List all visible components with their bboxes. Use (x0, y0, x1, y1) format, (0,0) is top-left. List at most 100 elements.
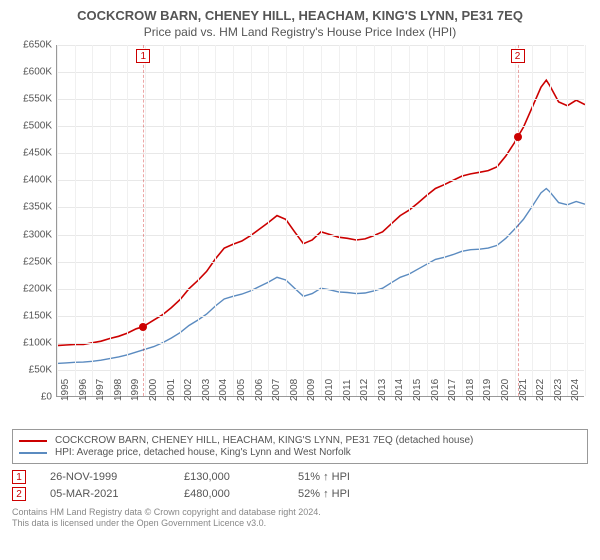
x-tick-label: 2016 (430, 379, 441, 401)
gridline-v (532, 45, 533, 396)
x-tick-label: 2023 (553, 379, 564, 401)
gridline-v (321, 45, 322, 396)
gridline-v (198, 45, 199, 396)
legend-swatch (19, 452, 47, 454)
y-tick-label: £400K (12, 175, 52, 186)
x-tick-label: 2013 (377, 379, 388, 401)
x-tick-label: 2001 (166, 379, 177, 401)
x-tick-label: 2021 (518, 379, 529, 401)
x-tick-label: 2005 (236, 379, 247, 401)
y-tick-label: £250K (12, 256, 52, 267)
legend-label: HPI: Average price, detached house, King… (55, 447, 351, 458)
x-tick-label: 1999 (130, 379, 141, 401)
plot-area: 12 (56, 45, 584, 397)
y-tick-label: £100K (12, 337, 52, 348)
gridline-v (268, 45, 269, 396)
sale-row-price: £480,000 (184, 488, 274, 500)
x-tick-label: 2022 (535, 379, 546, 401)
y-tick-label: £500K (12, 121, 52, 132)
chart-title: COCKCROW BARN, CHENEY HILL, HEACHAM, KIN… (12, 8, 588, 23)
gridline-v (180, 45, 181, 396)
gridline-v (286, 45, 287, 396)
sale-marker-badge: 1 (136, 49, 150, 63)
x-tick-label: 1995 (60, 379, 71, 401)
x-tick-label: 2011 (342, 379, 353, 401)
gridline-v (462, 45, 463, 396)
gridline-v (374, 45, 375, 396)
x-tick-label: 2000 (148, 379, 159, 401)
y-tick-label: £550K (12, 94, 52, 105)
y-tick-label: £600K (12, 67, 52, 78)
x-tick-label: 2024 (570, 379, 581, 401)
x-tick-label: 1998 (113, 379, 124, 401)
sale-row-delta: 51% ↑ HPI (298, 471, 350, 483)
y-tick-label: £350K (12, 202, 52, 213)
sale-marker-badge: 2 (511, 49, 525, 63)
x-tick-label: 2006 (254, 379, 265, 401)
legend-item: COCKCROW BARN, CHENEY HILL, HEACHAM, KIN… (19, 435, 581, 446)
x-tick-label: 2014 (394, 379, 405, 401)
legend-label: COCKCROW BARN, CHENEY HILL, HEACHAM, KIN… (55, 435, 473, 446)
legend-item: HPI: Average price, detached house, King… (19, 447, 581, 458)
sale-row-date: 26-NOV-1999 (50, 471, 160, 483)
gridline-v (391, 45, 392, 396)
x-tick-label: 2010 (324, 379, 335, 401)
gridline-v (145, 45, 146, 396)
sale-marker-dot (514, 133, 522, 141)
y-tick-label: £650K (12, 40, 52, 51)
footer: Contains HM Land Registry data © Crown c… (12, 507, 588, 529)
gridline-v (567, 45, 568, 396)
x-tick-label: 2004 (218, 379, 229, 401)
gridline-v (251, 45, 252, 396)
x-tick-label: 2002 (183, 379, 194, 401)
y-tick-label: £200K (12, 283, 52, 294)
sale-marker-line (143, 45, 144, 396)
x-tick-label: 2009 (306, 379, 317, 401)
gridline-v (479, 45, 480, 396)
x-tick-label: 1996 (78, 379, 89, 401)
legend: COCKCROW BARN, CHENEY HILL, HEACHAM, KIN… (12, 429, 588, 464)
x-tick-label: 2007 (271, 379, 282, 401)
legend-swatch (19, 440, 47, 442)
gridline-v (550, 45, 551, 396)
sale-row-price: £130,000 (184, 471, 274, 483)
gridline-v (233, 45, 234, 396)
sale-marker-dot (139, 323, 147, 331)
x-tick-label: 2017 (447, 379, 458, 401)
gridline-v (356, 45, 357, 396)
gridline-v (57, 45, 58, 396)
gridline-v (409, 45, 410, 396)
chart-area: 12 £0£50K£100K£150K£200K£250K£300K£350K£… (12, 45, 588, 425)
y-tick-label: £150K (12, 310, 52, 321)
sales-table: 1 26-NOV-1999 £130,000 51% ↑ HPI 2 05-MAR-202… (12, 470, 588, 501)
gridline-v (110, 45, 111, 396)
x-tick-label: 2020 (500, 379, 511, 401)
gridline-v (427, 45, 428, 396)
sale-row-badge: 2 (12, 487, 26, 501)
sale-row-badge: 1 (12, 470, 26, 484)
y-tick-label: £300K (12, 229, 52, 240)
x-tick-label: 2012 (359, 379, 370, 401)
sale-marker-line (518, 45, 519, 396)
gridline-v (585, 45, 586, 396)
y-tick-label: £450K (12, 148, 52, 159)
gridline-v (497, 45, 498, 396)
chart-subtitle: Price paid vs. HM Land Registry's House … (12, 25, 588, 39)
gridline-v (163, 45, 164, 396)
footer-line-1: Contains HM Land Registry data © Crown c… (12, 507, 588, 518)
x-tick-label: 2003 (201, 379, 212, 401)
y-tick-label: £0 (12, 392, 52, 403)
x-tick-label: 2018 (465, 379, 476, 401)
footer-line-2: This data is licensed under the Open Gov… (12, 518, 588, 529)
sale-row-date: 05-MAR-2021 (50, 488, 160, 500)
y-tick-label: £50K (12, 364, 52, 375)
gridline-v (339, 45, 340, 396)
gridline-v (303, 45, 304, 396)
gridline-v (92, 45, 93, 396)
gridline-v (515, 45, 516, 396)
sale-row: 1 26-NOV-1999 £130,000 51% ↑ HPI (12, 470, 588, 484)
gridline-v (215, 45, 216, 396)
x-tick-label: 1997 (95, 379, 106, 401)
sale-row: 205-MAR-2021£480,00052% ↑ HPI (12, 487, 588, 501)
x-tick-label: 2008 (289, 379, 300, 401)
